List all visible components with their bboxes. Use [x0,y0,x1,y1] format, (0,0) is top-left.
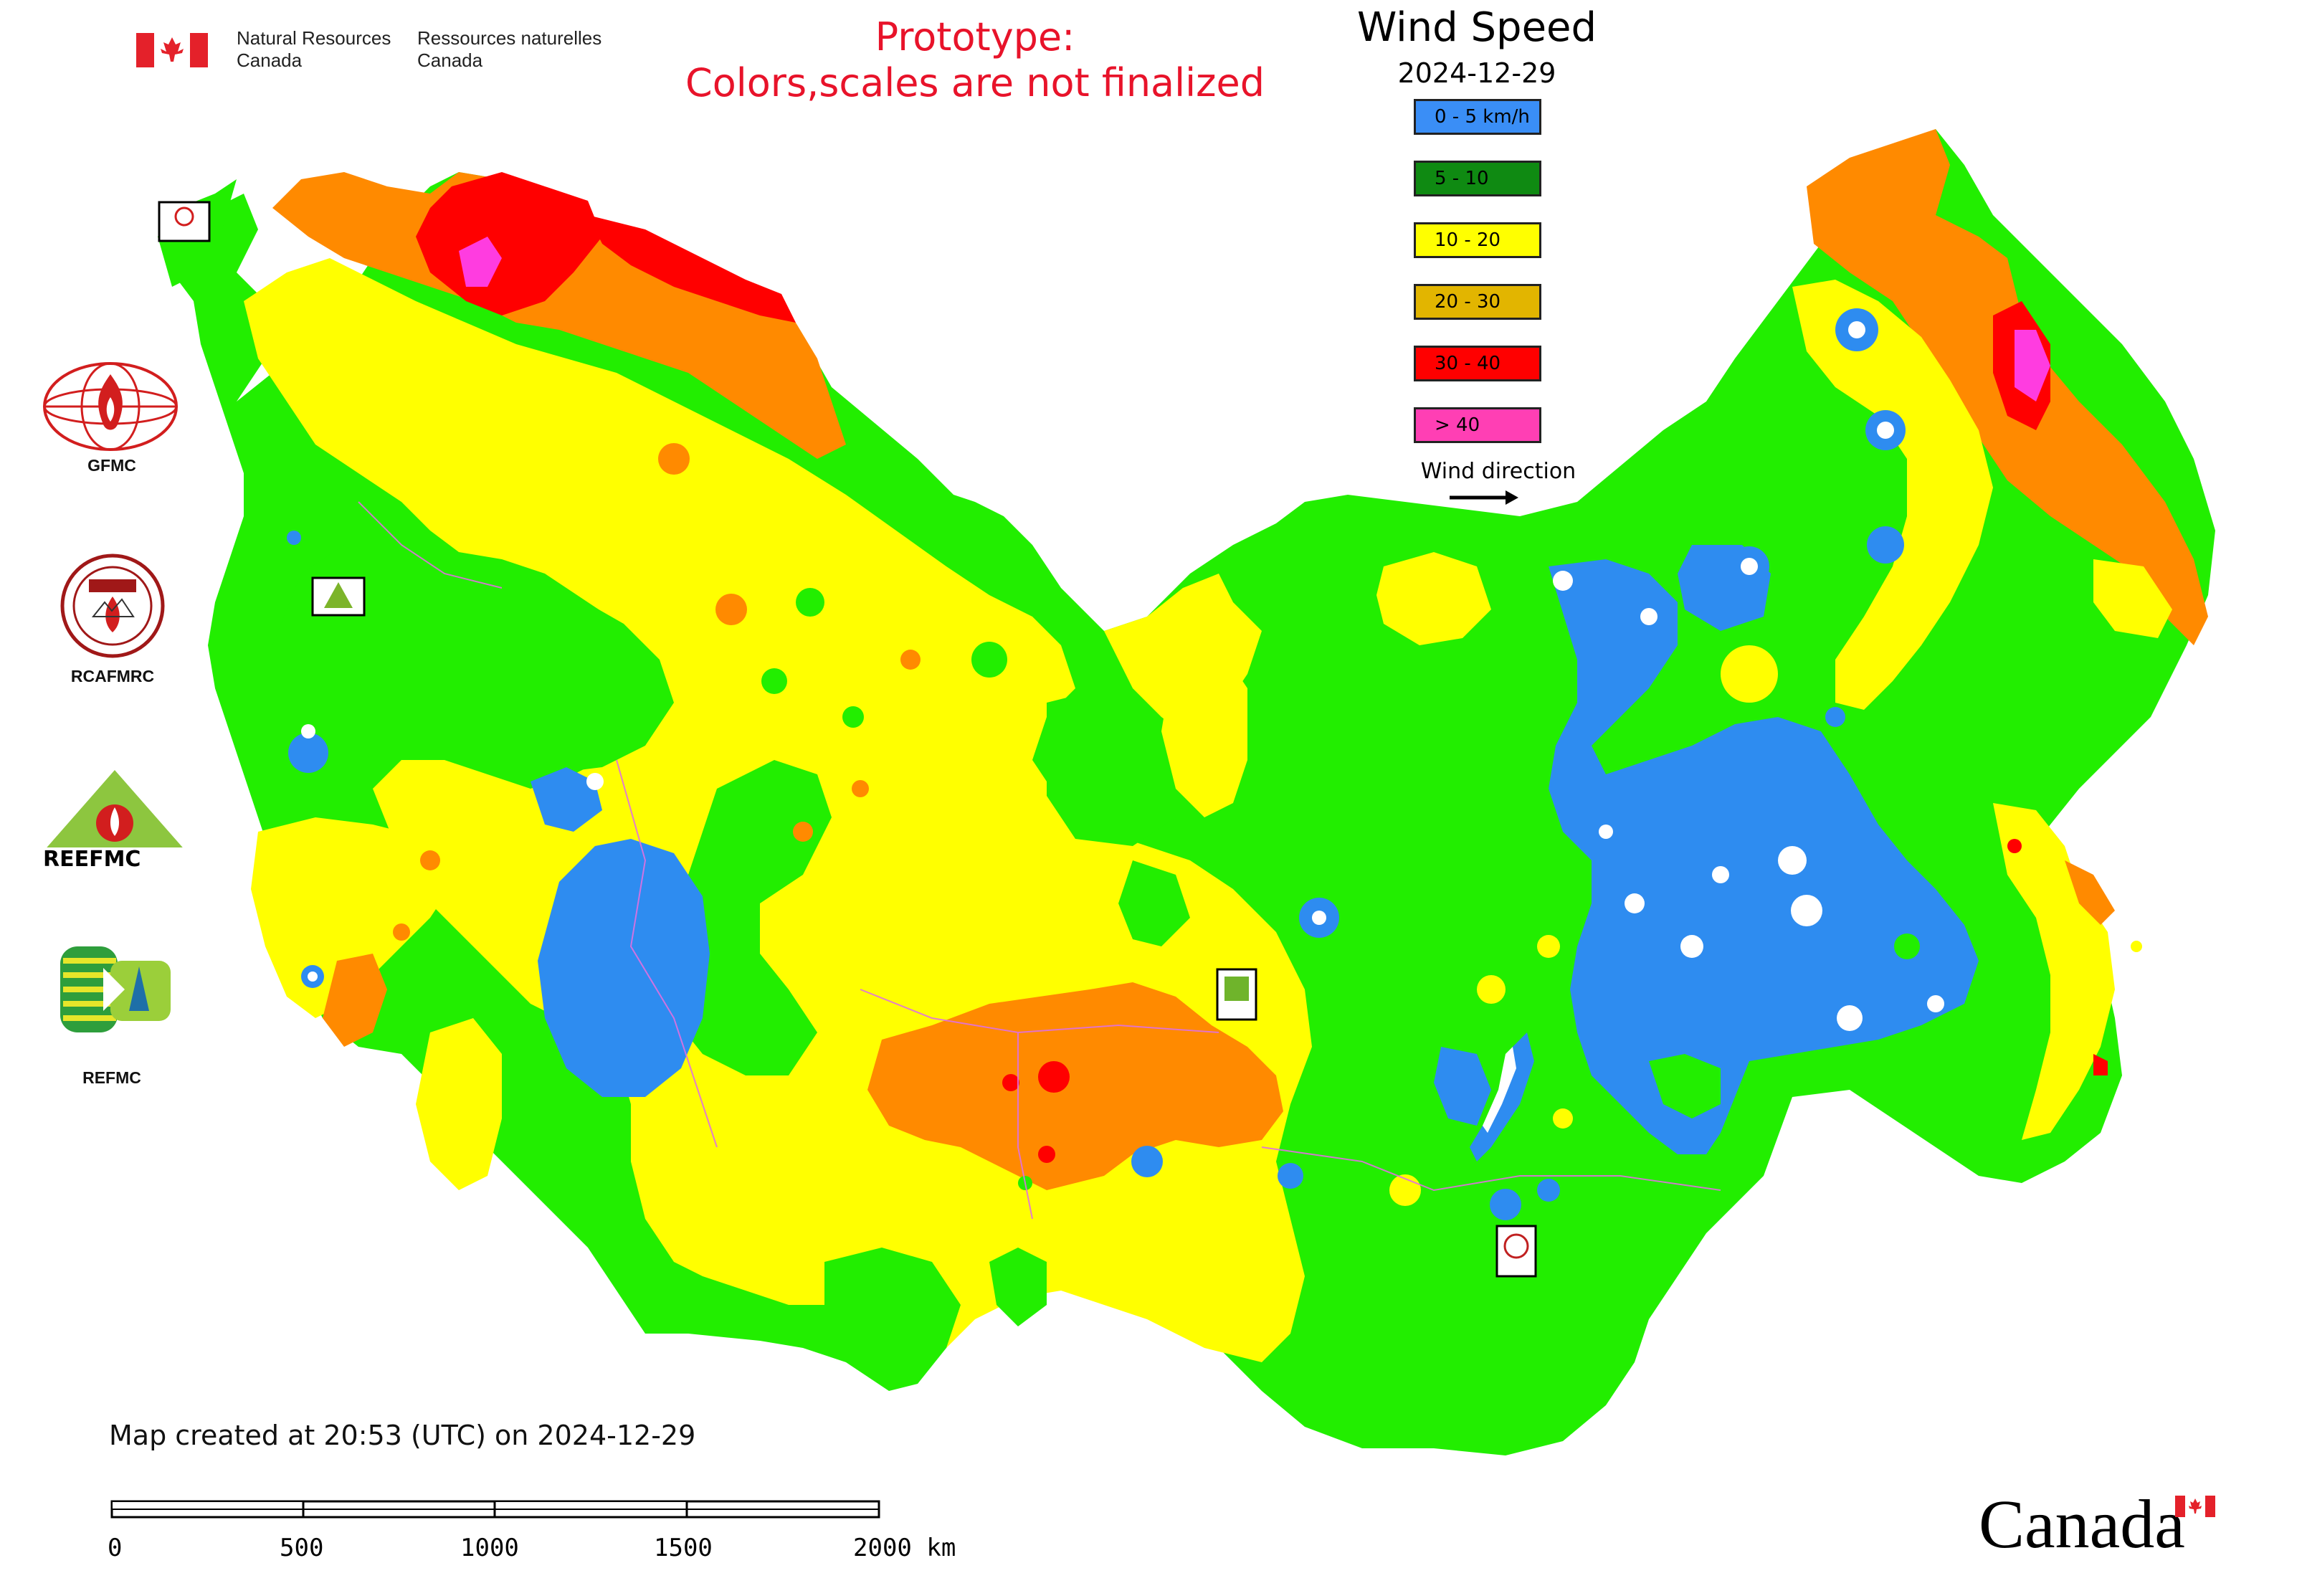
prototype-line1: Prototype: [875,14,1075,60]
local-wind-cells [287,308,2142,1220]
rcafmrc-label: RCAFMRC [70,667,155,685]
wind-direction-label: Wind direction [1420,459,1576,484]
scale-bar: 0 500 1000 1500 2000 km [108,1500,956,1562]
legend-item-strong: 30 - 40 [1414,346,1541,381]
refmc-logo-icon [60,946,171,1032]
scale-tick-1500: 1500 [654,1534,713,1562]
legend-date: 2024-12-29 [1397,57,1556,89]
gfmc-logo-icon [43,362,178,451]
refmc-label: REFMC [82,1068,141,1087]
scale-tick-0: 0 [108,1534,122,1562]
regional-center-markers [158,201,1537,1278]
wind-direction-arrow-icon [1450,490,1518,505]
legend-item-calm: 0 - 5 km/h [1414,99,1541,135]
agency-en-line1: Natural Resources [237,27,391,49]
reefmc-logo-text: REEFMC [43,847,141,872]
country-borders [358,501,1721,1220]
legend-item-gale: > 40 [1414,407,1541,443]
gfmc-label: GFMC [87,456,136,475]
map-creation-timestamp: Map created at 20:53 (UTC) on 2024-12-29 [109,1420,696,1451]
rcafmrc-logo-icon [60,554,165,658]
canada-flag-icon [136,33,208,67]
canada-wordmark-flag-icon [2175,1496,2215,1517]
prototype-line2: Colors,scales are not finalized [685,60,1265,105]
agency-fr-line2: Canada [417,49,483,71]
legend-title: Wind Speed [1356,4,1597,51]
legend-item-fresh: 20 - 30 [1414,284,1541,320]
prototype-notice: Prototype: Colors,scales are not finaliz… [617,14,1333,106]
agency-fr-line1: Ressources naturelles [417,27,602,49]
agency-en-line2: Canada [237,49,303,71]
scale-tick-2000: 2000 km [853,1534,956,1562]
scale-tick-500: 500 [280,1534,323,1562]
legend-item-moderate: 10 - 20 [1414,222,1541,258]
legend-item-light: 5 - 10 [1414,161,1541,196]
reefmc-logo-icon: REEFMC [43,770,186,872]
canada-wordmark: Canada [1979,1486,2185,1562]
agency-name-english: Natural Resources Canada [237,27,391,72]
agency-name-french: Ressources naturelles Canada [417,27,601,72]
scale-tick-1000: 1000 [460,1534,519,1562]
